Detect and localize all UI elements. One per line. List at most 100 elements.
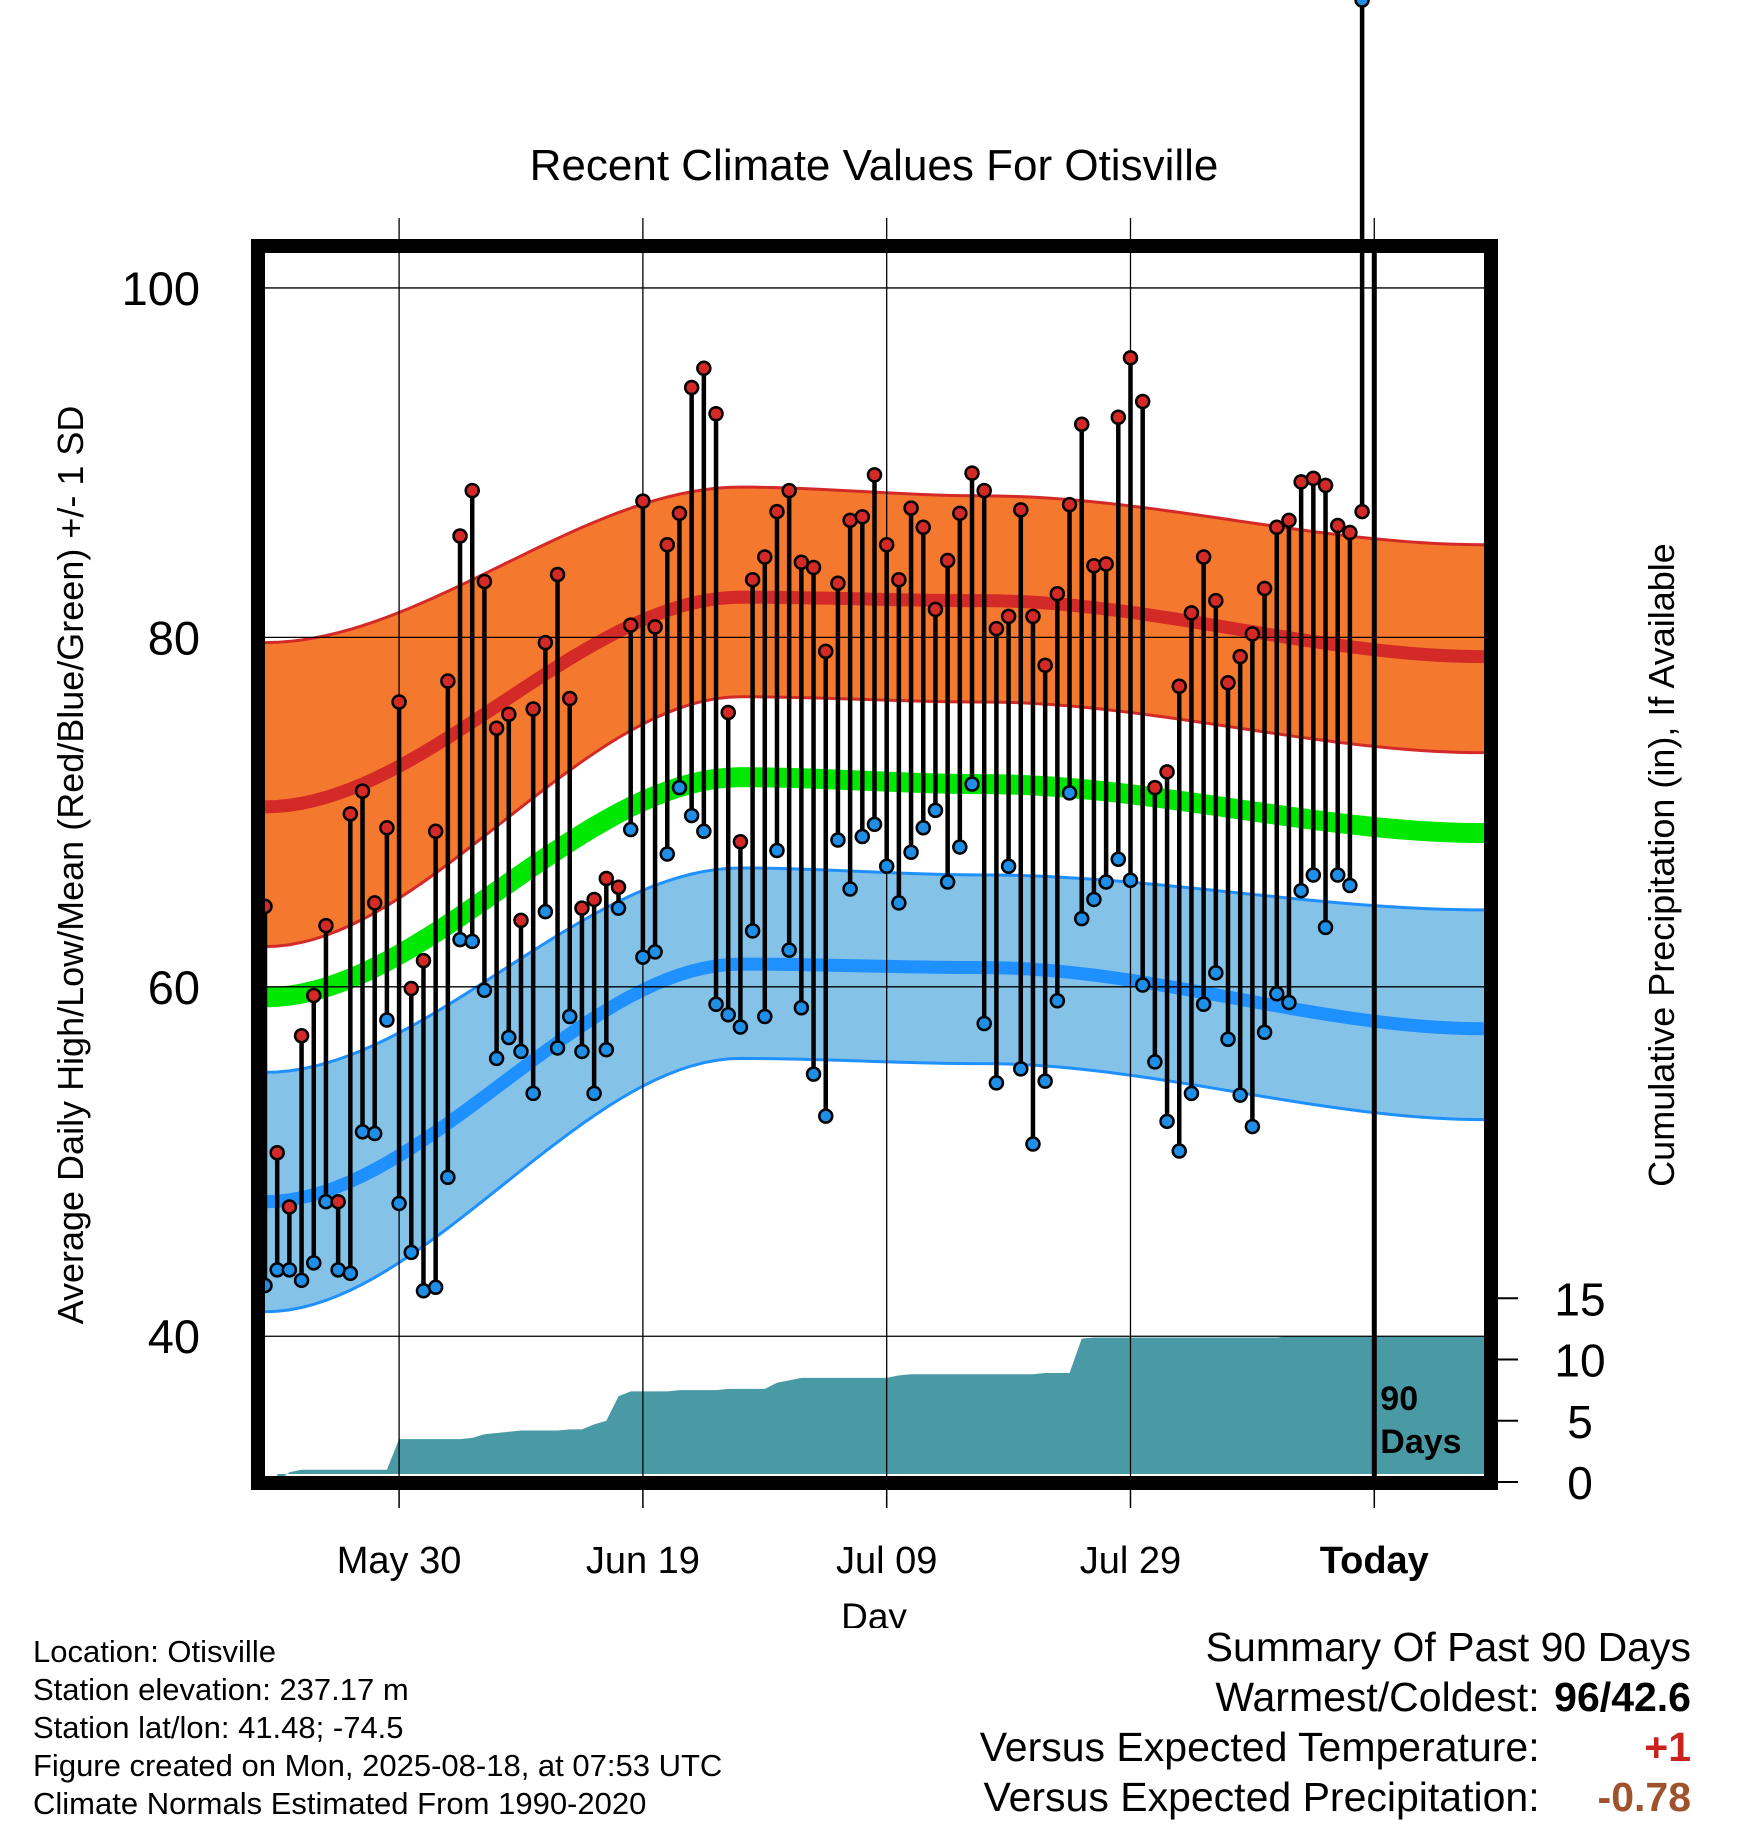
daily-low-point bbox=[732, 1019, 749, 1035]
daily-high-point bbox=[281, 1199, 298, 1215]
today-marker: 90 Days bbox=[1371, 246, 1462, 1476]
daily-low-point bbox=[988, 1075, 1005, 1091]
precip-versus-value: -0.78 bbox=[1597, 1774, 1691, 1820]
today-days-label: Days bbox=[1380, 1423, 1461, 1461]
plot-frame bbox=[251, 239, 1498, 1490]
daily-low-point bbox=[525, 1085, 541, 1102]
daily-high-point bbox=[1037, 657, 1053, 674]
daily-high-point bbox=[440, 673, 456, 689]
daily-high-point bbox=[379, 820, 395, 836]
y-tick-label-right: 0 bbox=[1567, 1457, 1593, 1509]
info-elevation: Station elevation: 237.17 m bbox=[33, 1672, 409, 1707]
daily-low-point bbox=[854, 828, 871, 845]
daily-temps bbox=[257, 0, 1370, 1299]
daily-high-point bbox=[1195, 549, 1212, 565]
y-axis-label-right: Cumulative Precipitation (in), If Availa… bbox=[1641, 543, 1682, 1187]
daily-high-point bbox=[366, 895, 383, 911]
daily-high-point bbox=[537, 634, 554, 651]
daily-high-point bbox=[488, 720, 505, 736]
daily-high-point bbox=[635, 493, 651, 509]
daily-high-point bbox=[976, 482, 992, 499]
daily-low-point bbox=[549, 1040, 566, 1056]
daily-high-point bbox=[1305, 470, 1322, 487]
summary-title: Summary Of Past 90 Days bbox=[1205, 1624, 1691, 1670]
daily-low-point bbox=[586, 1085, 602, 1102]
info-created: Figure created on Mon, 2025-08-18, at 07… bbox=[33, 1748, 723, 1783]
daily-high-point bbox=[1122, 350, 1139, 366]
daily-high-point bbox=[318, 917, 334, 934]
summary-warmest-coldest: Warmest/Coldest: 96/42.6 bbox=[980, 1672, 1691, 1722]
daily-low-point bbox=[1220, 1031, 1236, 1047]
daily-high-point bbox=[1073, 416, 1090, 432]
daily-low-point bbox=[878, 858, 895, 874]
daily-low-point bbox=[1305, 867, 1322, 883]
daily-low-point bbox=[513, 1043, 529, 1060]
daily-low-point bbox=[1134, 977, 1151, 993]
daily-high-point bbox=[903, 500, 919, 516]
daily-high-point bbox=[1232, 648, 1248, 665]
daily-low-point bbox=[757, 1008, 773, 1025]
daily-high-point bbox=[866, 467, 883, 483]
daily-high-point bbox=[817, 643, 834, 660]
daily-high-point bbox=[513, 912, 529, 929]
warmest-coldest-value: 96/42.6 bbox=[1551, 1672, 1691, 1722]
daily-high-point bbox=[939, 552, 956, 569]
daily-low-point bbox=[537, 903, 554, 920]
daily-low-point bbox=[952, 839, 968, 855]
daily-low-point bbox=[574, 1043, 590, 1060]
daily-low-point bbox=[354, 1124, 371, 1140]
daily-high-point bbox=[452, 528, 468, 544]
daily-high-point bbox=[1098, 556, 1114, 572]
daily-low-point bbox=[1281, 994, 1297, 1011]
x-axis-label: Day bbox=[841, 1596, 907, 1628]
daily-high-point bbox=[732, 834, 749, 850]
daily-low-point bbox=[1317, 919, 1334, 936]
daily-high-point bbox=[1269, 519, 1285, 536]
daily-high-point bbox=[1208, 592, 1224, 609]
daily-low-point bbox=[391, 1195, 407, 1212]
temp-versus-label: Versus Expected Temperature: bbox=[979, 1724, 1540, 1770]
daily-low-point bbox=[1098, 874, 1114, 890]
daily-low-point bbox=[1000, 858, 1017, 874]
daily-low-point bbox=[708, 996, 724, 1013]
x-tick-label: Jul 29 bbox=[1080, 1540, 1181, 1582]
daily-low-point bbox=[744, 923, 761, 939]
daily-high-point bbox=[342, 806, 359, 822]
daily-high-point bbox=[549, 566, 566, 583]
y-tick-label-right: 15 bbox=[1554, 1273, 1605, 1325]
daily-low-point bbox=[598, 1041, 615, 1058]
daily-low-point bbox=[793, 1000, 810, 1016]
daily-high-point bbox=[696, 360, 712, 377]
daily-low-point bbox=[403, 1244, 420, 1261]
daily-low-point bbox=[976, 1015, 992, 1032]
daily-low-point bbox=[1037, 1073, 1053, 1089]
daily-high-point bbox=[769, 503, 785, 520]
daily-low-point bbox=[1342, 877, 1358, 894]
daily-high-point bbox=[1317, 477, 1334, 494]
daily-high-point bbox=[354, 783, 371, 799]
daily-low-point bbox=[562, 1008, 578, 1025]
daily-high-point bbox=[878, 537, 895, 553]
warmest-coldest-separator: / bbox=[1599, 1674, 1612, 1720]
precip-fill bbox=[277, 1336, 1485, 1482]
info-location: Location: Otisville bbox=[33, 1634, 276, 1669]
daily-high-point bbox=[805, 559, 822, 576]
daily-low-point bbox=[1293, 882, 1309, 899]
warmest-value: 96 bbox=[1554, 1674, 1600, 1720]
daily-high-point bbox=[1342, 524, 1358, 541]
daily-high-point bbox=[415, 952, 432, 969]
daily-high-point bbox=[269, 1145, 285, 1161]
daily-low-point bbox=[659, 846, 676, 862]
y-tick-label-left: 100 bbox=[122, 262, 200, 315]
daily-high-point bbox=[927, 601, 944, 618]
daily-high-point bbox=[1049, 585, 1066, 602]
daily-high-point bbox=[1159, 764, 1175, 780]
daily-high-point bbox=[757, 549, 773, 565]
daily-high-point bbox=[1220, 675, 1236, 691]
daily-high-point bbox=[574, 900, 590, 916]
daily-high-point bbox=[610, 879, 627, 895]
daily-high-point bbox=[562, 690, 578, 707]
daily-high-point bbox=[854, 509, 871, 525]
daily-low-point bbox=[281, 1262, 298, 1278]
daily-high-point bbox=[476, 573, 493, 590]
